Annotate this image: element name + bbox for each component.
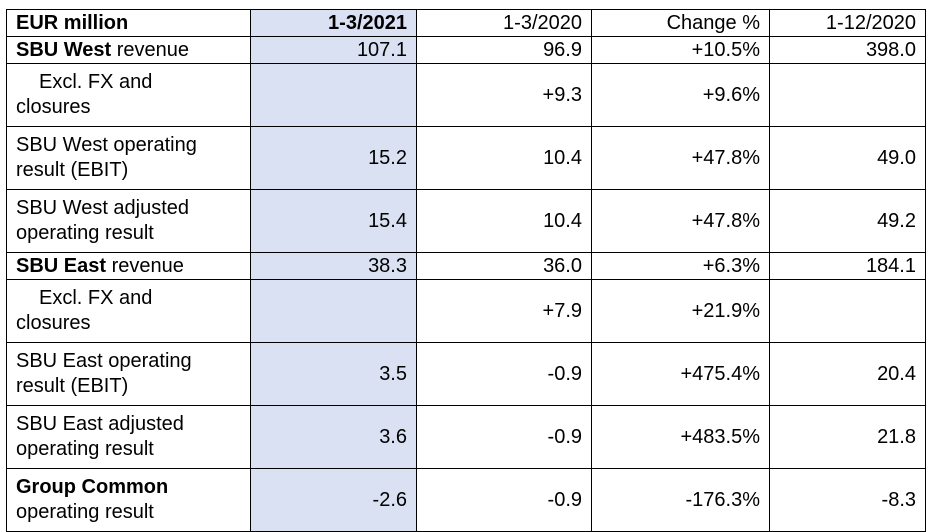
cell-1-12-2020 (769, 63, 926, 127)
row-label-line2: result (EBIT) (16, 159, 129, 181)
row-label: SBU West adjusted operating result (6, 189, 251, 253)
cell-1-12-2020: 49.0 (769, 126, 926, 190)
cell-1-3-2021: 3.6 (250, 405, 417, 469)
cell-change: +21.9% (591, 279, 770, 343)
cell-1-12-2020: 398.0 (769, 36, 926, 64)
cell-1-3-2021: -2.6 (250, 468, 417, 532)
row-label-line1: Group Common (16, 476, 169, 498)
cell-1-3-2020: 96.9 (416, 36, 592, 64)
cell-1-12-2020 (769, 279, 926, 343)
cell-1-3-2020: 10.4 (416, 126, 592, 190)
row-label-rest: revenue (111, 38, 190, 61)
cell-1-12-2020: -8.3 (769, 468, 926, 532)
table-row: Excl. FX and closures +9.3 +9.6% (6, 63, 926, 127)
row-label: SBU East operating result (EBIT) (6, 342, 251, 406)
cell-1-3-2021 (250, 63, 417, 127)
header-1-3-2021: 1-3/2021 (250, 9, 417, 37)
table-row: Group Common operating result -2.6 -0.9 -… (6, 468, 926, 532)
cell-change: +10.5% (591, 36, 770, 64)
row-label: Excl. FX and closures (6, 279, 251, 343)
cell-1-3-2020: +7.9 (416, 279, 592, 343)
row-label: Group Common operating result (6, 468, 251, 532)
row-label: SBU East revenue (6, 252, 251, 280)
header-change: Change % (591, 9, 770, 37)
cell-change: -176.3% (591, 468, 770, 532)
table-row: SBU West adjusted operating result 15.4 1… (6, 189, 926, 253)
cell-1-3-2021: 107.1 (250, 36, 417, 64)
row-label-line2: operating result (16, 438, 154, 460)
row-label-line2: closures (16, 312, 91, 334)
row-label-bold: SBU West (16, 38, 112, 61)
cell-1-12-2020: 49.2 (769, 189, 926, 253)
cell-1-3-2020: -0.9 (416, 468, 592, 532)
row-label-line2: operating result (16, 222, 154, 244)
cell-change: +475.4% (591, 342, 770, 406)
row-label: SBU East adjusted operating result (6, 405, 251, 469)
header-1-12-2020: 1-12/2020 (769, 9, 926, 37)
row-label-rest: revenue (106, 254, 184, 277)
row-label-line1: SBU West adjusted (16, 197, 190, 219)
cell-1-3-2021: 38.3 (250, 252, 417, 280)
row-label-line2: operating result (16, 501, 154, 523)
row-label: Excl. FX and closures (6, 63, 251, 127)
row-label-line1: SBU East operating (16, 350, 192, 372)
header-1-3-2020: 1-3/2020 (416, 9, 592, 37)
table-row: SBU East revenue 38.3 36.0 +6.3% 184.1 (6, 252, 926, 280)
table-row: SBU West revenue 107.1 96.9 +10.5% 398.0 (6, 36, 926, 64)
header-label: EUR million (6, 9, 251, 37)
cell-1-12-2020: 21.8 (769, 405, 926, 469)
cell-change: +6.3% (591, 252, 770, 280)
row-label-line2: closures (16, 96, 91, 118)
cell-1-3-2021: 3.5 (250, 342, 417, 406)
cell-1-3-2020: 36.0 (416, 252, 592, 280)
cell-1-3-2020: -0.9 (416, 342, 592, 406)
row-label-line1: Excl. FX and (39, 71, 153, 93)
cell-1-3-2020: -0.9 (416, 405, 592, 469)
table-row: SBU West operating result (EBIT) 15.2 10.… (6, 126, 926, 190)
cell-1-12-2020: 20.4 (769, 342, 926, 406)
table-row: SBU East operating result (EBIT) 3.5 -0.9… (6, 342, 926, 406)
financial-table: EUR million 1-3/2021 1-3/2020 Change % 1… (6, 9, 926, 532)
row-label-line1: Excl. FX and (39, 287, 153, 309)
row-label: SBU West revenue (6, 36, 251, 64)
cell-change: +9.6% (591, 63, 770, 127)
cell-1-12-2020: 184.1 (769, 252, 926, 280)
header-row: EUR million 1-3/2021 1-3/2020 Change % 1… (6, 9, 926, 37)
cell-change: +47.8% (591, 189, 770, 253)
row-label: SBU West operating result (EBIT) (6, 126, 251, 190)
row-label-line1: SBU East adjusted (16, 413, 184, 435)
cell-change: +47.8% (591, 126, 770, 190)
table-row: SBU East adjusted operating result 3.6 -0… (6, 405, 926, 469)
cell-change: +483.5% (591, 405, 770, 469)
cell-1-3-2021 (250, 279, 417, 343)
cell-1-3-2021: 15.4 (250, 189, 417, 253)
cell-1-3-2020: +9.3 (416, 63, 592, 127)
row-label-bold: SBU East (16, 254, 107, 277)
row-label-line1: SBU West operating (16, 134, 197, 156)
table-row: Excl. FX and closures +7.9 +21.9% (6, 279, 926, 343)
row-label-line2: result (EBIT) (16, 375, 129, 397)
cell-1-3-2020: 10.4 (416, 189, 592, 253)
cell-1-3-2021: 15.2 (250, 126, 417, 190)
